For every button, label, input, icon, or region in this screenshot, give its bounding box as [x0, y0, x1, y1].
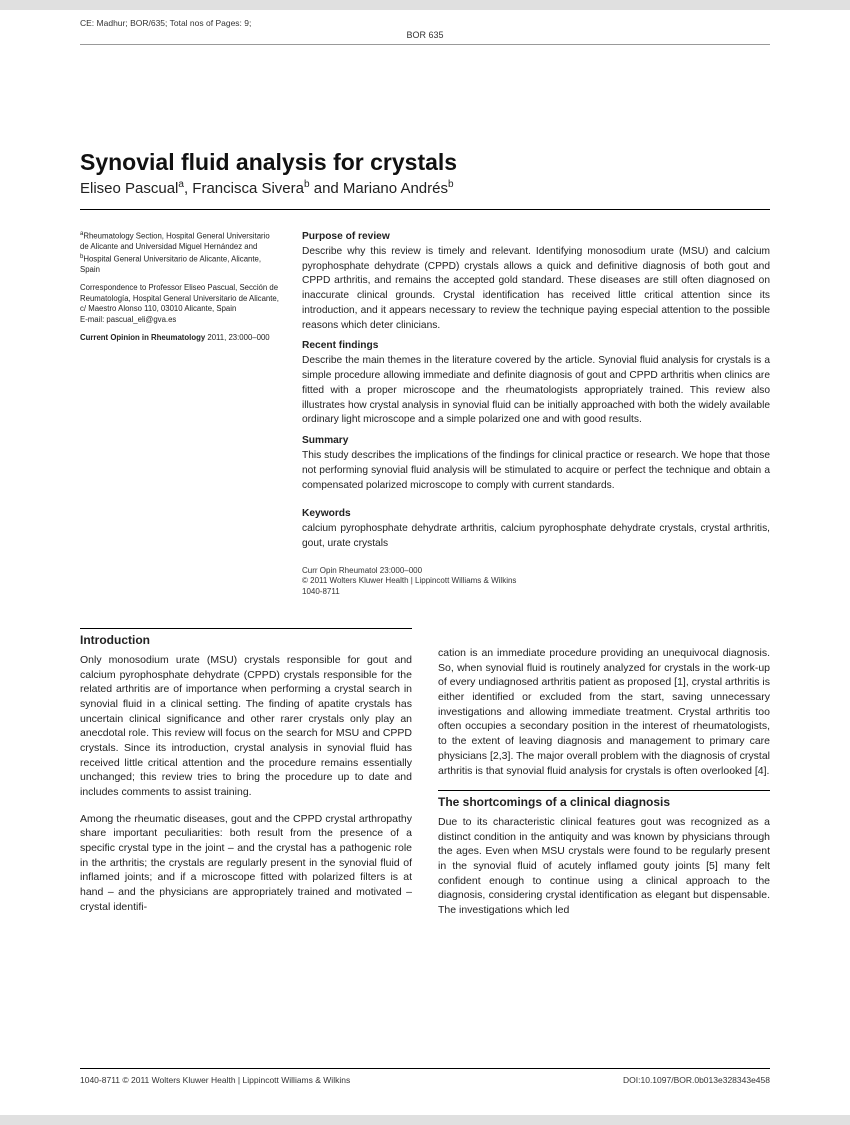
- header-strip-text: CE: Madhur; BOR/635; Total nos of Pages:…: [80, 18, 770, 28]
- meta-columns: aRheumatology Section, Hospital General …: [80, 230, 770, 598]
- summary-body: This study describes the implications of…: [302, 449, 770, 493]
- citation-line2: © 2011 Wolters Kluwer Health | Lippincot…: [302, 576, 770, 587]
- citation-line3: 1040-8711: [302, 587, 770, 598]
- citation-line1: Curr Opin Rheumatol 23:000–000: [302, 566, 770, 577]
- col2-para-1: cation is an immediate procedure providi…: [438, 646, 770, 778]
- footer-rule: [80, 1068, 770, 1069]
- title-rule: [80, 209, 770, 210]
- body-columns: Introduction Only monosodium urate (MSU)…: [80, 628, 770, 930]
- citation-block: Curr Opin Rheumatol 23:000–000 © 2011 Wo…: [302, 566, 770, 598]
- section-rule: [438, 790, 770, 791]
- affiliations-column: aRheumatology Section, Hospital General …: [80, 230, 280, 598]
- header-rule: [80, 44, 770, 45]
- body-column-left: Introduction Only monosodium urate (MSU)…: [80, 628, 412, 930]
- summary-heading: Summary: [302, 434, 770, 449]
- running-header: CE: Madhur; BOR/635; Total nos of Pages:…: [0, 10, 850, 49]
- journal-ref: Current Opinion in Rheumatology 2011, 23…: [80, 333, 280, 344]
- intro-para-1: Only monosodium urate (MSU) crystals res…: [80, 653, 412, 800]
- keywords-body: calcium pyrophosphate dehydrate arthriti…: [302, 522, 770, 552]
- correspondence: Correspondence to Professor Eliseo Pascu…: [80, 283, 280, 325]
- keywords-heading: Keywords: [302, 507, 770, 522]
- introduction-heading: Introduction: [80, 632, 412, 649]
- article-title: Synovial fluid analysis for crystals: [80, 149, 770, 176]
- purpose-body: Describe why this review is timely and r…: [302, 245, 770, 334]
- abstract-column: Purpose of review Describe why this revi…: [302, 230, 770, 598]
- authors: Eliseo Pascuala, Francisca Siverab and M…: [80, 179, 770, 197]
- footer-right: DOI:10.1097/BOR.0b013e328343e458: [623, 1075, 770, 1085]
- title-block: Synovial fluid analysis for crystals Eli…: [80, 149, 770, 210]
- page-footer: 1040-8711 © 2011 Wolters Kluwer Health |…: [80, 1068, 770, 1085]
- footer-left: 1040-8711 © 2011 Wolters Kluwer Health |…: [80, 1075, 350, 1085]
- intro-para-2: Among the rheumatic diseases, gout and t…: [80, 812, 412, 915]
- recent-heading: Recent findings: [302, 339, 770, 354]
- footer-row: 1040-8711 © 2011 Wolters Kluwer Health |…: [80, 1075, 770, 1085]
- shortcomings-para-1: Due to its characteristic clinical featu…: [438, 815, 770, 918]
- header-label: BOR 635: [80, 30, 770, 40]
- purpose-heading: Purpose of review: [302, 230, 770, 245]
- body-column-right: cation is an immediate procedure providi…: [438, 628, 770, 930]
- recent-body: Describe the main themes in the literatu…: [302, 354, 770, 428]
- affiliations: aRheumatology Section, Hospital General …: [80, 230, 280, 275]
- content-area: Synovial fluid analysis for crystals Eli…: [0, 49, 850, 960]
- shortcomings-heading: The shortcomings of a clinical diagnosis: [438, 794, 770, 811]
- keywords-block: Keywords calcium pyrophosphate dehydrate…: [302, 507, 770, 551]
- section-rule: [80, 628, 412, 629]
- page: CE: Madhur; BOR/635; Total nos of Pages:…: [0, 10, 850, 1115]
